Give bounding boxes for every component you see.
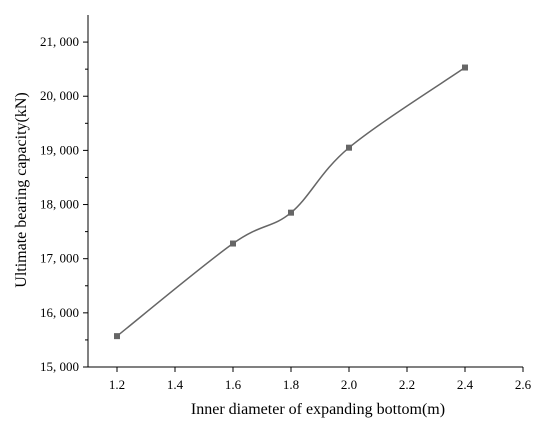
x-tick-label: 1.8	[283, 377, 299, 392]
x-tick-label: 2.4	[457, 377, 474, 392]
x-tick-labels: 1.2 1.4 1.6 1.8 2.0 2.2 2.4 2.6	[109, 377, 532, 392]
data-point-marker	[288, 209, 294, 216]
y-ticks	[83, 41, 88, 368]
y-axis: 15, 000 16, 000 17, 000 18, 000 19, 000 20, 0…	[40, 15, 89, 374]
y-tick-labels: 15, 000 16, 000 17, 000 18, 000 19, 000 20, 0…	[40, 34, 79, 374]
data-point-marker	[230, 240, 236, 247]
y-tick-label: 20, 000	[40, 88, 79, 103]
y-tick-label: 15, 000	[40, 359, 79, 374]
x-tick-label: 2.6	[515, 377, 532, 392]
x-tick-label: 1.6	[225, 377, 242, 392]
x-tick-label: 1.4	[167, 377, 184, 392]
data-point-marker	[346, 144, 352, 151]
data-point-marker	[114, 333, 120, 340]
y-tick-label: 21, 000	[40, 34, 79, 49]
y-tick-label: 18, 000	[40, 197, 79, 212]
x-tick-label: 2.2	[399, 377, 415, 392]
y-tick-label: 17, 000	[40, 251, 79, 266]
x-axis-title: Inner diameter of expanding bottom(m)	[191, 401, 445, 418]
series-line	[116, 66, 466, 337]
y-axis-title: Ultimate bearing capacity(kN)	[13, 92, 30, 287]
data-point-marker	[462, 64, 468, 71]
x-tick-label: 1.2	[109, 377, 125, 392]
series-layer	[114, 64, 468, 340]
x-ticks	[116, 367, 524, 372]
x-axis: 1.2 1.4 1.6 1.8 2.0 2.2 2.4 2.6	[88, 366, 532, 392]
y-tick-label: 19, 000	[40, 142, 79, 157]
y-tick-label: 16, 000	[40, 305, 79, 320]
x-tick-label: 2.0	[341, 377, 357, 392]
